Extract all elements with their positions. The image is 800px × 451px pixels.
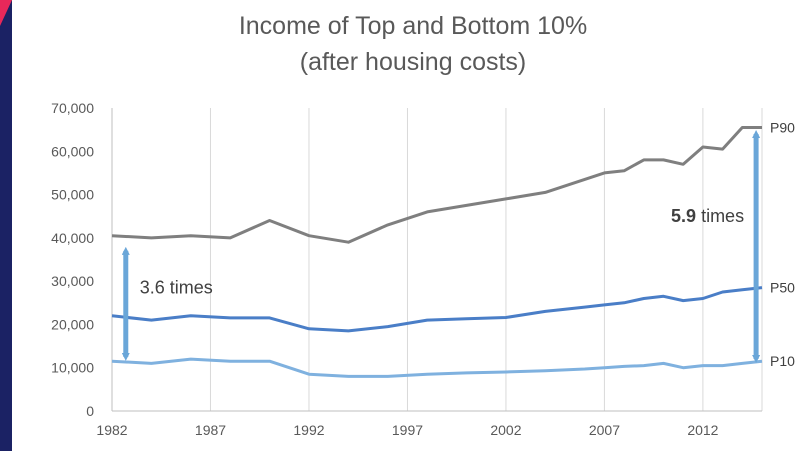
annotation-right-value: 5.9 xyxy=(671,206,696,226)
y-axis-ticks: 0 10,000 20,000 30,000 40,000 50,000 60,000 70,… xyxy=(51,100,94,419)
x-tick-label: 1992 xyxy=(293,422,324,438)
series-labels: P90 P50 P10 xyxy=(770,119,795,369)
chart-title: Income of Top and Bottom 10% xyxy=(239,12,587,40)
series-line-p10 xyxy=(111,357,763,378)
y-tick-label: 50,000 xyxy=(51,187,94,203)
sidebar-accent-bar xyxy=(0,0,12,451)
series-label-p90: P90 xyxy=(770,119,795,135)
y-tick-label: 0 xyxy=(86,403,94,419)
x-axis-ticks: 1982 1987 1992 1997 2002 2007 2012 xyxy=(96,422,718,438)
y-tick-label: 60,000 xyxy=(51,143,94,159)
annotation-right-suffix: times xyxy=(696,206,744,226)
chart-subtitle: (after housing costs) xyxy=(300,48,527,76)
y-tick-label: 30,000 xyxy=(51,273,94,289)
x-tick-label: 1982 xyxy=(96,422,127,438)
series-label-p50: P50 xyxy=(770,280,795,296)
x-tick-label: 2002 xyxy=(490,422,521,438)
series-line-p90 xyxy=(111,126,762,244)
annotation-left: 3.6 times xyxy=(140,278,213,298)
x-tick-label: 2012 xyxy=(687,422,718,438)
annotation-right: 5.9 times xyxy=(671,206,744,226)
axes xyxy=(111,108,762,412)
x-tick-label: 1997 xyxy=(392,422,423,438)
series-line-p50 xyxy=(111,286,763,333)
y-tick-label: 20,000 xyxy=(51,316,94,332)
grid-lines xyxy=(111,108,763,411)
y-tick-label: 10,000 xyxy=(51,360,94,376)
y-tick-label: 70,000 xyxy=(51,100,94,116)
series-lines xyxy=(111,126,763,378)
series-label-p10: P10 xyxy=(770,353,795,369)
ratio-arrows xyxy=(121,129,761,364)
x-tick-label: 1987 xyxy=(195,422,226,438)
sidebar-corner-accent xyxy=(0,0,12,26)
y-tick-label: 40,000 xyxy=(51,230,94,246)
x-tick-label: 2007 xyxy=(589,422,620,438)
annotations: 3.6 times 5.9 times xyxy=(140,206,744,297)
